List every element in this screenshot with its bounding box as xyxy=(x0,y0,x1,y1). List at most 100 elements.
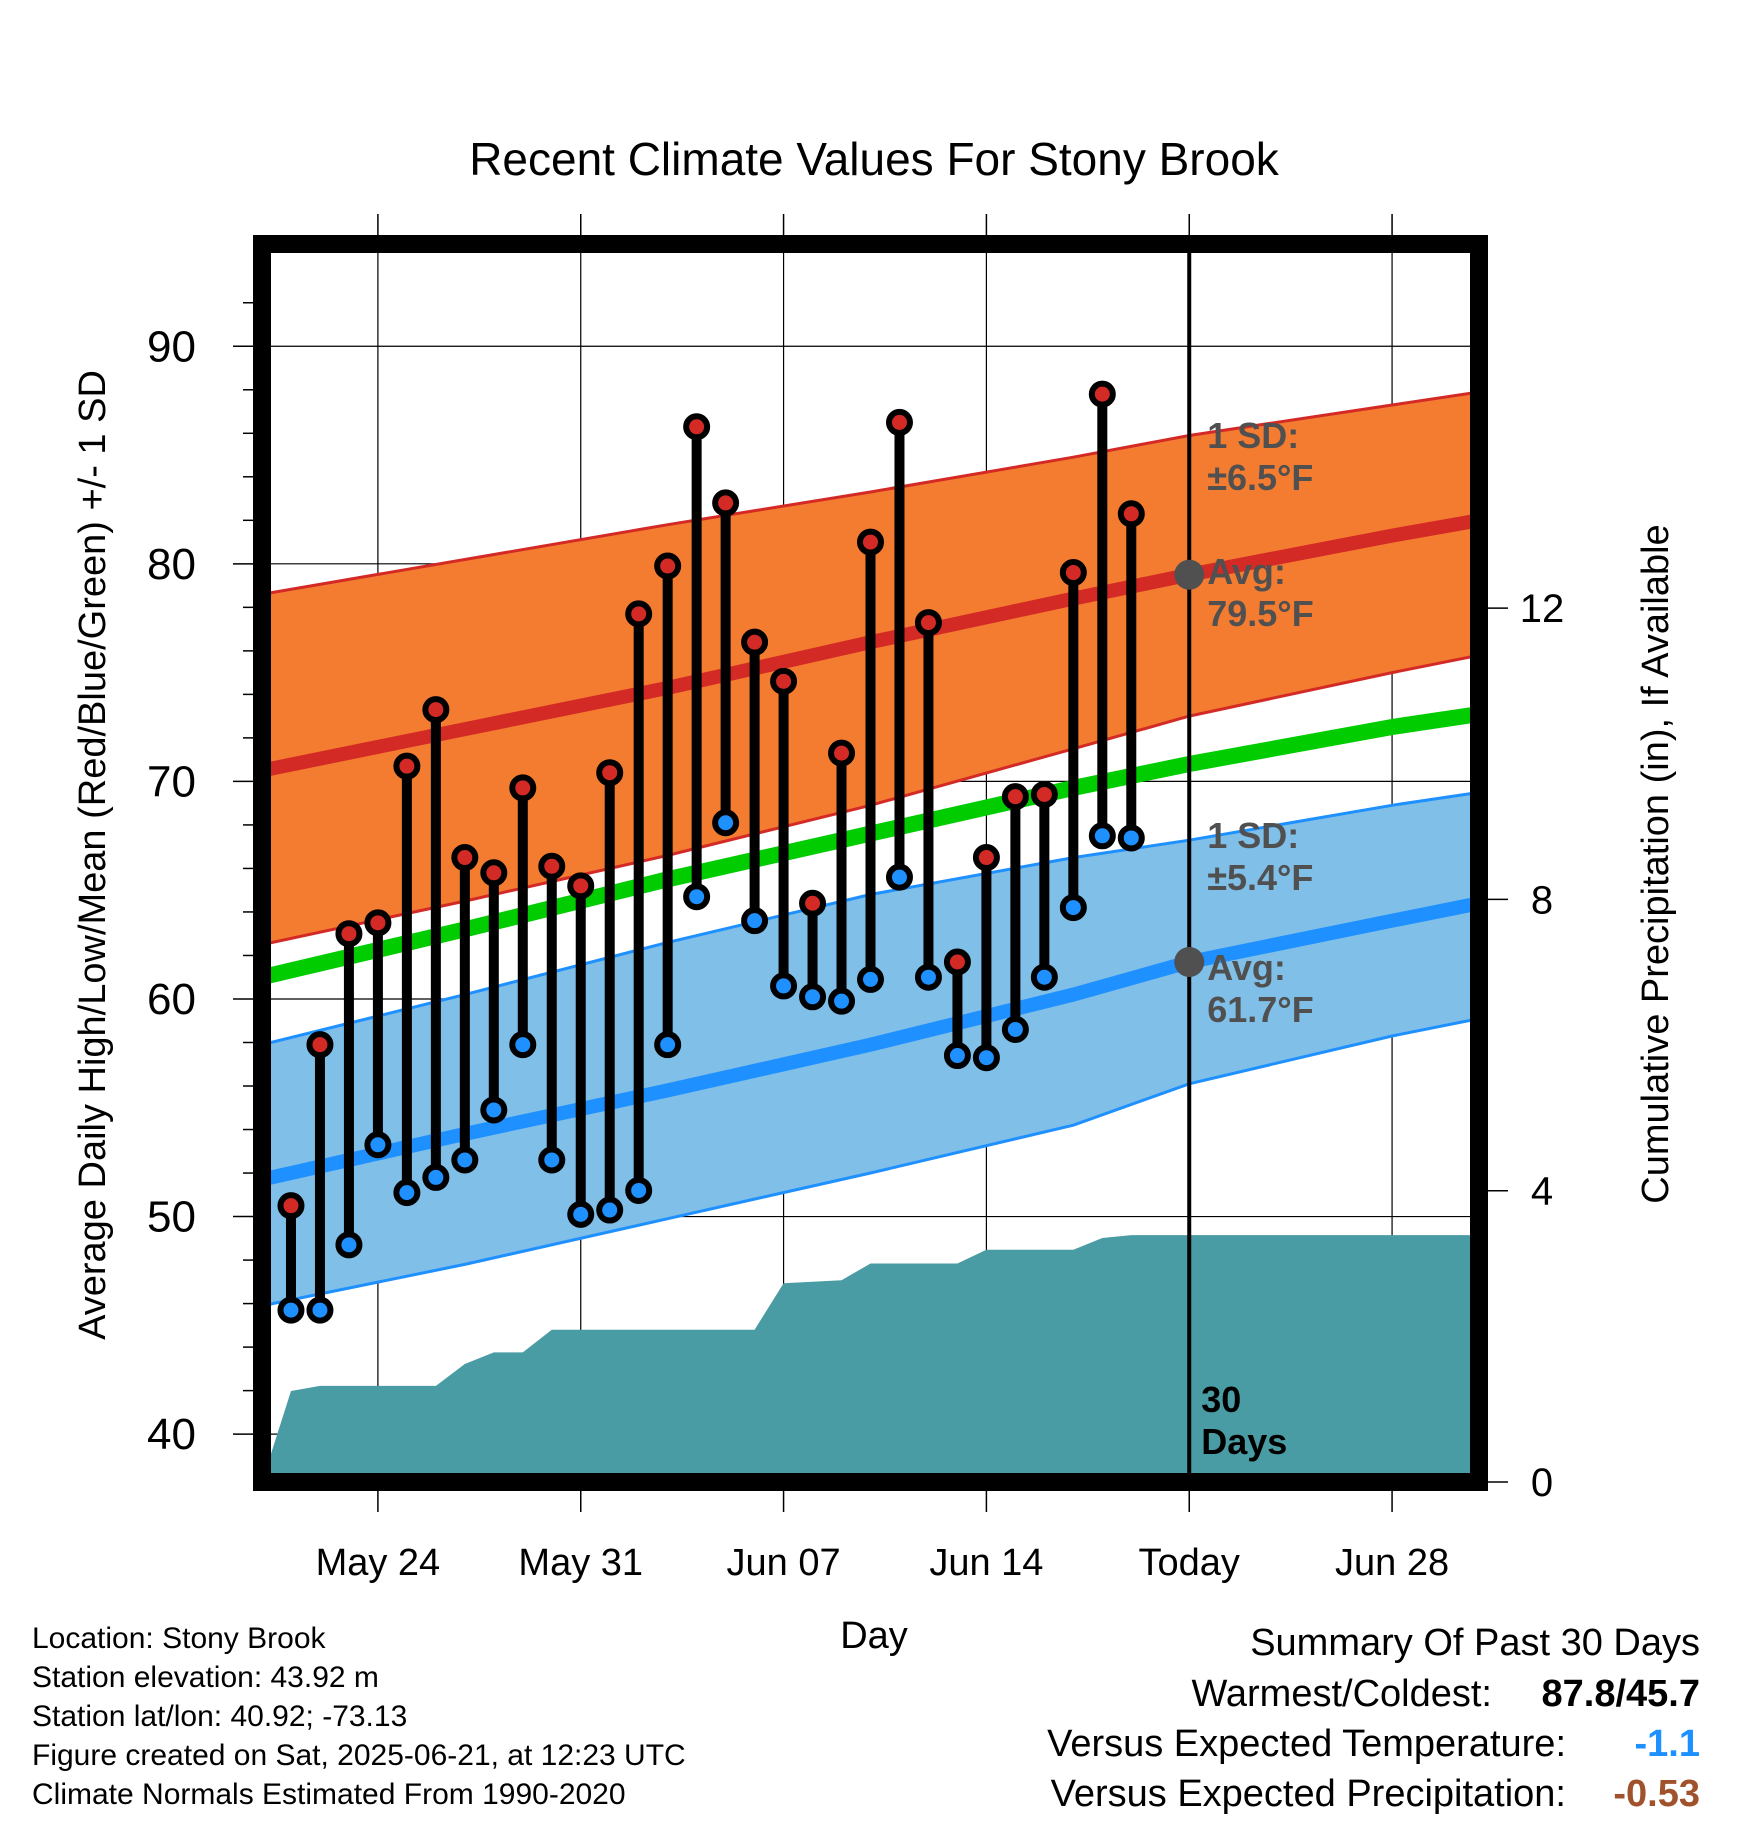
today-avg-high-marker xyxy=(1174,559,1205,590)
summary-precip-label: Versus Expected Precipitation: xyxy=(1050,1773,1566,1815)
daily-low-point xyxy=(422,1163,450,1191)
daily-high-point xyxy=(422,696,450,724)
precip-area xyxy=(262,1235,1479,1482)
y2-tick-label: 12 xyxy=(1520,587,1565,631)
daily-low-point xyxy=(972,1044,1000,1072)
high-sd-annotation: 1 SD: xyxy=(1207,415,1299,456)
info-location: Location: Stony Brook xyxy=(32,1622,326,1655)
daily-low-point xyxy=(625,1176,653,1204)
daily-low-point xyxy=(480,1096,508,1124)
summary-temp-label: Versus Expected Temperature: xyxy=(1047,1723,1566,1765)
x-tick-label: Jun 28 xyxy=(1335,1542,1449,1584)
daily-low-point xyxy=(451,1146,479,1174)
daily-high-point xyxy=(509,774,537,802)
daily-low-point xyxy=(1001,1015,1029,1043)
y-tick-label: 60 xyxy=(147,975,196,1024)
daily-low-point xyxy=(596,1196,624,1224)
summary-title: Summary Of Past 30 Days xyxy=(1250,1622,1700,1664)
daily-low-point xyxy=(770,972,798,1000)
daily-high-point xyxy=(1059,559,1087,587)
daily-points xyxy=(277,380,1145,1324)
daily-low-point xyxy=(741,907,769,935)
daily-low-point xyxy=(683,883,711,911)
high-sd-annotation: ±6.5°F xyxy=(1207,457,1313,498)
daily-low-point xyxy=(914,963,942,991)
y-tick-label: 70 xyxy=(147,757,196,806)
axes: 40 50 60 70 80 90 0 4 8 12 May 24 May 31 Jun 07 Jun 1… xyxy=(147,214,1564,1584)
low-sd-annotation: ±5.4°F xyxy=(1207,857,1313,898)
y-tick-label: 90 xyxy=(147,322,196,371)
daily-high-point xyxy=(480,859,508,887)
daily-high-point xyxy=(857,528,884,556)
y-tick-label: 40 xyxy=(147,1410,196,1459)
daily-high-point xyxy=(943,948,971,976)
low-avg-annotation: Avg: xyxy=(1207,947,1286,988)
daily-high-point xyxy=(538,852,566,880)
daily-low-point xyxy=(509,1031,537,1059)
x-axis-label: Day xyxy=(840,1615,908,1657)
low-sd-lower-line xyxy=(262,1017,1479,1308)
high-avg-annotation: 79.5°F xyxy=(1207,593,1313,634)
plot-frame xyxy=(253,235,1488,1491)
y-tick-label: 80 xyxy=(147,540,196,589)
daily-high-point xyxy=(828,739,856,767)
daily-high-point xyxy=(393,752,421,780)
daily-low-point xyxy=(1059,894,1087,922)
daily-low-point xyxy=(943,1042,971,1070)
daily-low-point xyxy=(828,987,856,1015)
daily-high-point xyxy=(306,1031,334,1059)
low-sd-annotation: 1 SD: xyxy=(1207,815,1299,856)
daily-low-point xyxy=(885,863,913,891)
chart-title: Recent Climate Values For Stony Brook xyxy=(469,133,1280,185)
daily-low-point xyxy=(1088,822,1116,850)
x-tick-label: May 31 xyxy=(518,1542,643,1584)
y2-tick-label: 4 xyxy=(1531,1170,1553,1214)
daily-high-point xyxy=(451,844,479,872)
daily-low-point xyxy=(1030,963,1058,991)
daily-high-point xyxy=(567,872,595,900)
daily-low-point xyxy=(306,1296,334,1324)
daily-low-point xyxy=(654,1031,682,1059)
high-avg-annotation: Avg: xyxy=(1207,551,1286,592)
info-elevation: Station elevation: 43.92 m xyxy=(32,1661,379,1694)
daily-low-point xyxy=(1117,824,1145,852)
info-latlon: Station lat/lon: 40.92; -73.13 xyxy=(32,1700,408,1733)
today-avg-low-marker xyxy=(1174,946,1205,977)
x-tick-label: May 24 xyxy=(316,1542,441,1584)
daily-high-point xyxy=(364,909,392,937)
window-annotation: Days xyxy=(1201,1421,1287,1462)
daily-high-point xyxy=(1088,380,1116,408)
daily-low-point xyxy=(712,809,740,837)
summary-warm-cold-value: 87.8/45.7 xyxy=(1541,1673,1700,1715)
daily-low-point xyxy=(335,1231,363,1259)
info-created: Figure created on Sat, 2025-06-21, at 12… xyxy=(32,1739,686,1772)
daily-high-point xyxy=(741,628,769,656)
daily-low-point xyxy=(393,1179,421,1207)
avg-high-line xyxy=(262,513,1479,778)
daily-high-point xyxy=(654,552,682,580)
daily-low-point xyxy=(799,983,827,1011)
y-axis-label: Average Daily High/Low/Mean (Red/Blue/Gr… xyxy=(72,370,114,1340)
low-avg-annotation: 61.7°F xyxy=(1207,989,1313,1030)
daily-high-point xyxy=(1001,783,1029,811)
y-tick-label: 50 xyxy=(147,1193,196,1242)
daily-high-point xyxy=(277,1192,305,1220)
x-tick-label: Today xyxy=(1139,1542,1240,1584)
info-normals: Climate Normals Estimated From 1990-2020 xyxy=(32,1778,626,1811)
daily-low-point xyxy=(364,1131,392,1159)
daily-low-point xyxy=(538,1146,566,1174)
summary-precip-value: -0.53 xyxy=(1613,1773,1700,1815)
daily-high-point xyxy=(712,489,740,517)
daily-high-point xyxy=(799,889,827,917)
daily-high-point xyxy=(770,667,798,695)
y2-tick-label: 8 xyxy=(1531,878,1553,922)
avg-low-line xyxy=(262,896,1479,1187)
daily-high-point xyxy=(335,920,363,948)
x-tick-label: Jun 14 xyxy=(929,1542,1043,1584)
daily-high-point xyxy=(972,844,1000,872)
daily-high-point xyxy=(885,408,913,436)
high-sd-upper-line xyxy=(262,390,1479,596)
daily-high-point xyxy=(596,759,624,787)
